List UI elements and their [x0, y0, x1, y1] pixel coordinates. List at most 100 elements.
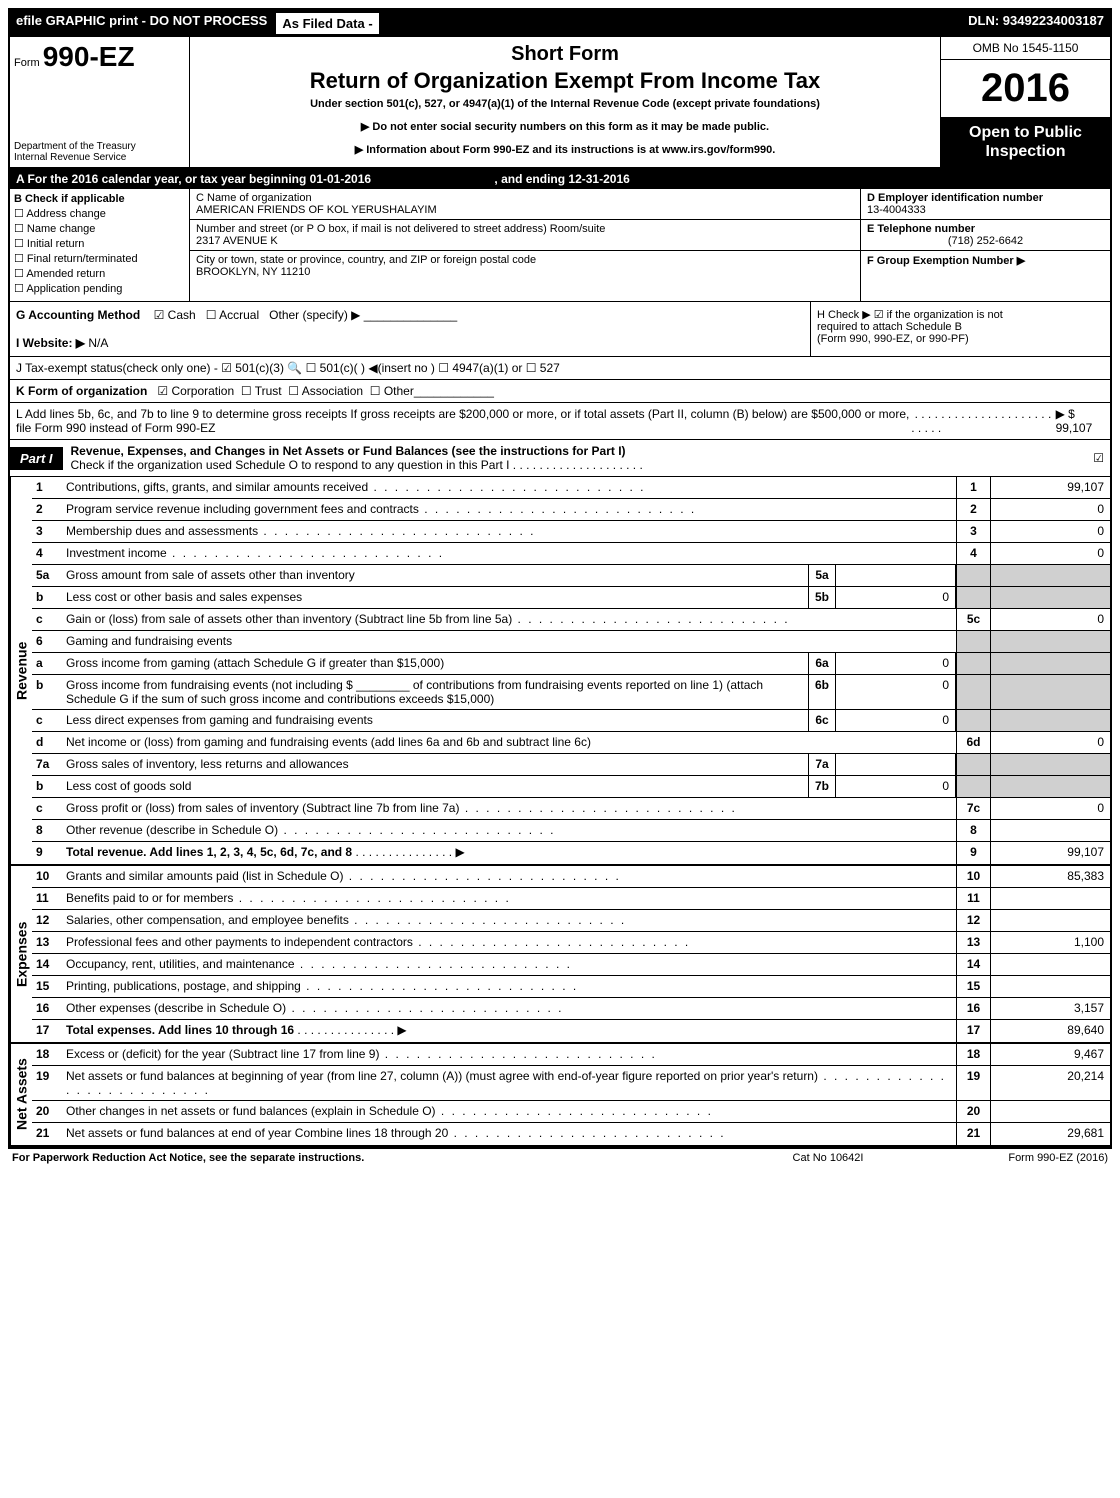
cb-amended-return[interactable]: Amended return — [14, 267, 185, 280]
l19-desc: Net assets or fund balances at beginning… — [62, 1066, 956, 1100]
c-addr-label: Number and street (or P O box, if mail i… — [196, 223, 854, 235]
l15-desc: Printing, publications, postage, and shi… — [62, 976, 956, 997]
l15-v — [990, 976, 1110, 997]
k-label: K Form of organization — [16, 384, 147, 398]
l6b-num: b — [32, 675, 62, 709]
l9-v: 99,107 — [990, 842, 1110, 864]
cb-cash[interactable]: Cash — [154, 308, 196, 322]
l10-desc: Grants and similar amounts paid (list in… — [62, 866, 956, 887]
l19-cn: 19 — [956, 1066, 990, 1100]
cb-trust[interactable]: Trust — [241, 384, 282, 398]
h-schedule-b: H Check ▶ ☑ if the organization is not r… — [810, 302, 1110, 356]
g-label: G Accounting Method — [16, 308, 140, 322]
l12-num: 12 — [32, 910, 62, 931]
c-org-name: AMERICAN FRIENDS OF KOL YERUSHALAYIM — [196, 204, 854, 216]
l4-desc: Investment income — [62, 543, 956, 564]
open-line1: Open to Public — [969, 124, 1082, 141]
l9-cn: 9 — [956, 842, 990, 864]
l6d-desc: Net income or (loss) from gaming and fun… — [62, 732, 956, 753]
l20-v — [990, 1101, 1110, 1122]
b-title: B Check if applicable — [14, 193, 185, 205]
l6-num: 6 — [32, 631, 62, 652]
l6a-mn: 6a — [808, 653, 836, 674]
l6b-cn — [956, 675, 990, 709]
l16-cn: 16 — [956, 998, 990, 1019]
g-accounting: G Accounting Method Cash Accrual Other (… — [10, 302, 810, 356]
l12-cn: 12 — [956, 910, 990, 931]
cb-application-pending[interactable]: Application pending — [14, 282, 185, 295]
l7a-num: 7a — [32, 754, 62, 775]
l20-cn: 20 — [956, 1101, 990, 1122]
l5c-cn: 5c — [956, 609, 990, 630]
l6b-mv: 0 — [836, 675, 956, 709]
l6d-cn: 6d — [956, 732, 990, 753]
cb-corporation[interactable]: Corporation — [157, 384, 234, 398]
l6a-mv: 0 — [836, 653, 956, 674]
l7c-desc: Gross profit or (loss) from sales of inv… — [62, 798, 956, 819]
l6d-v: 0 — [990, 732, 1110, 753]
row-k: K Form of organization Corporation Trust… — [10, 380, 1110, 403]
l6a-num: a — [32, 653, 62, 674]
h-line3: (Form 990, 990-EZ, or 990-PF) — [817, 333, 1104, 345]
open-line2: Inspection — [985, 143, 1065, 160]
l19-num: 19 — [32, 1066, 62, 1100]
dept: Department of the Treasury Internal Reve… — [14, 141, 185, 163]
l5c-v: 0 — [990, 609, 1110, 630]
l5a-cn — [956, 565, 990, 586]
l6c-num: c — [32, 710, 62, 731]
l2-num: 2 — [32, 499, 62, 520]
l5b-num: b — [32, 587, 62, 608]
part1-title: Revenue, Expenses, and Changes in Net As… — [63, 440, 1094, 476]
footer-center: Cat No 10642I — [728, 1152, 928, 1164]
omb-number: OMB No 1545-1150 — [941, 37, 1110, 60]
cb-final-return[interactable]: Final return/terminated — [14, 252, 185, 265]
form-title: Return of Organization Exempt From Incom… — [200, 68, 930, 94]
i-website: N/A — [88, 336, 108, 350]
part1-checkbox[interactable]: ☑ — [1093, 451, 1110, 465]
l7c-v: 0 — [990, 798, 1110, 819]
cb-name-change[interactable]: Name change — [14, 222, 185, 235]
revenue-section: Revenue 1Contributions, gifts, grants, a… — [10, 477, 1110, 866]
c-label: C Name of organization — [196, 192, 854, 204]
cb-association[interactable]: Association — [288, 384, 363, 398]
short-form: Short Form — [200, 43, 930, 66]
l2-v: 0 — [990, 499, 1110, 520]
l21-v: 29,681 — [990, 1123, 1110, 1145]
dept-line2: Internal Revenue Service — [14, 152, 185, 163]
l11-v — [990, 888, 1110, 909]
section-bcd: B Check if applicable Address change Nam… — [10, 189, 1110, 302]
efile-label: efile GRAPHIC print - DO NOT PROCESS — [10, 10, 273, 37]
l15-num: 15 — [32, 976, 62, 997]
l17-v: 89,640 — [990, 1020, 1110, 1042]
l21-desc: Net assets or fund balances at end of ye… — [62, 1123, 956, 1145]
cb-accrual[interactable]: Accrual — [206, 308, 259, 322]
l6c-v — [990, 710, 1110, 731]
l10-cn: 10 — [956, 866, 990, 887]
form-prefix: Form — [14, 57, 40, 69]
l6b-desc: Gross income from fundraising events (no… — [62, 675, 808, 709]
footer: For Paperwork Reduction Act Notice, see … — [8, 1149, 1112, 1167]
l6a-cn — [956, 653, 990, 674]
cb-address-change[interactable]: Address change — [14, 207, 185, 220]
f-label: F Group Exemption Number ▶ — [867, 255, 1025, 267]
row-gh: G Accounting Method Cash Accrual Other (… — [10, 302, 1110, 357]
open-to-public: Open to Public Inspection — [941, 117, 1110, 167]
row-l: L Add lines 5b, 6c, and 7b to line 9 to … — [10, 403, 1110, 439]
l14-cn: 14 — [956, 954, 990, 975]
l-text: L Add lines 5b, 6c, and 7b to line 9 to … — [16, 407, 911, 435]
l17-desc: Total expenses. Add lines 10 through 16 — [66, 1023, 294, 1037]
l13-num: 13 — [32, 932, 62, 953]
l12-desc: Salaries, other compensation, and employ… — [62, 910, 956, 931]
dln-label: DLN: 93492234003187 — [962, 10, 1110, 37]
l4-cn: 4 — [956, 543, 990, 564]
footer-left: For Paperwork Reduction Act Notice, see … — [12, 1152, 728, 1164]
l11-num: 11 — [32, 888, 62, 909]
l7a-mv — [836, 754, 956, 775]
d-ein-block: D Employer identification number 13-4004… — [861, 189, 1110, 220]
l21-cn: 21 — [956, 1123, 990, 1145]
cb-other[interactable]: Other — [370, 384, 414, 398]
l5b-mv: 0 — [836, 587, 956, 608]
e-phone-block: E Telephone number (718) 252-6642 — [861, 220, 1110, 251]
row-a-begin: A For the 2016 calendar year, or tax yea… — [16, 172, 371, 186]
cb-initial-return[interactable]: Initial return — [14, 237, 185, 250]
